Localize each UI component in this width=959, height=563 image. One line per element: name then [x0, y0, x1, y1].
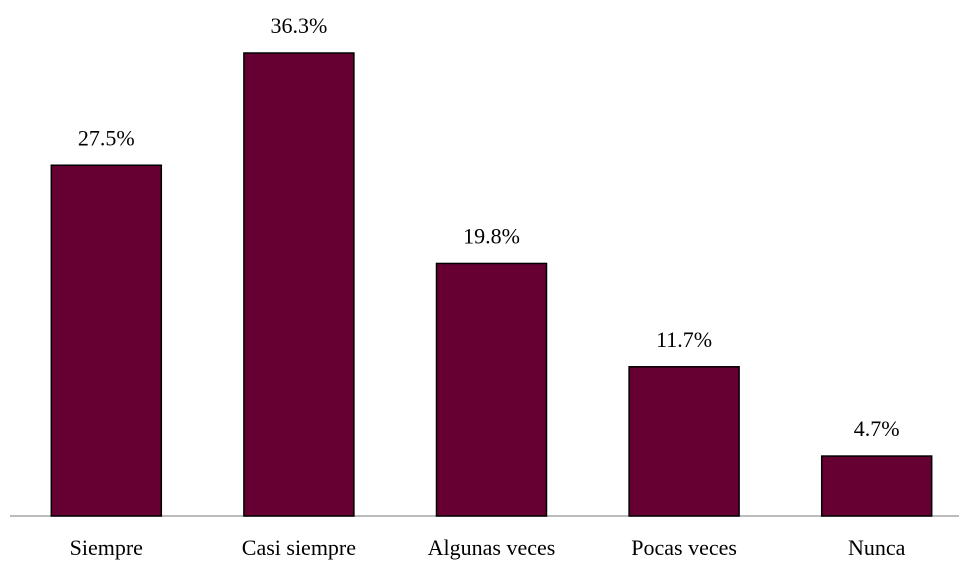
x-tick-label: Casi siempre	[242, 535, 356, 560]
x-tick-label: Pocas veces	[631, 535, 737, 560]
value-label: 11.7%	[656, 327, 712, 352]
x-tick-label: Algunas veces	[428, 535, 556, 560]
value-label: 36.3%	[270, 13, 327, 38]
bar	[628, 366, 740, 517]
value-label: 27.5%	[78, 125, 135, 150]
value-label: 19.8%	[463, 224, 520, 249]
x-tick-label: Siempre	[70, 535, 143, 560]
bar	[243, 52, 355, 517]
bar	[435, 262, 548, 517]
bar	[50, 164, 163, 517]
bar	[820, 455, 933, 517]
value-label: 4.7%	[854, 416, 900, 441]
x-tick-label: Nunca	[848, 535, 906, 560]
